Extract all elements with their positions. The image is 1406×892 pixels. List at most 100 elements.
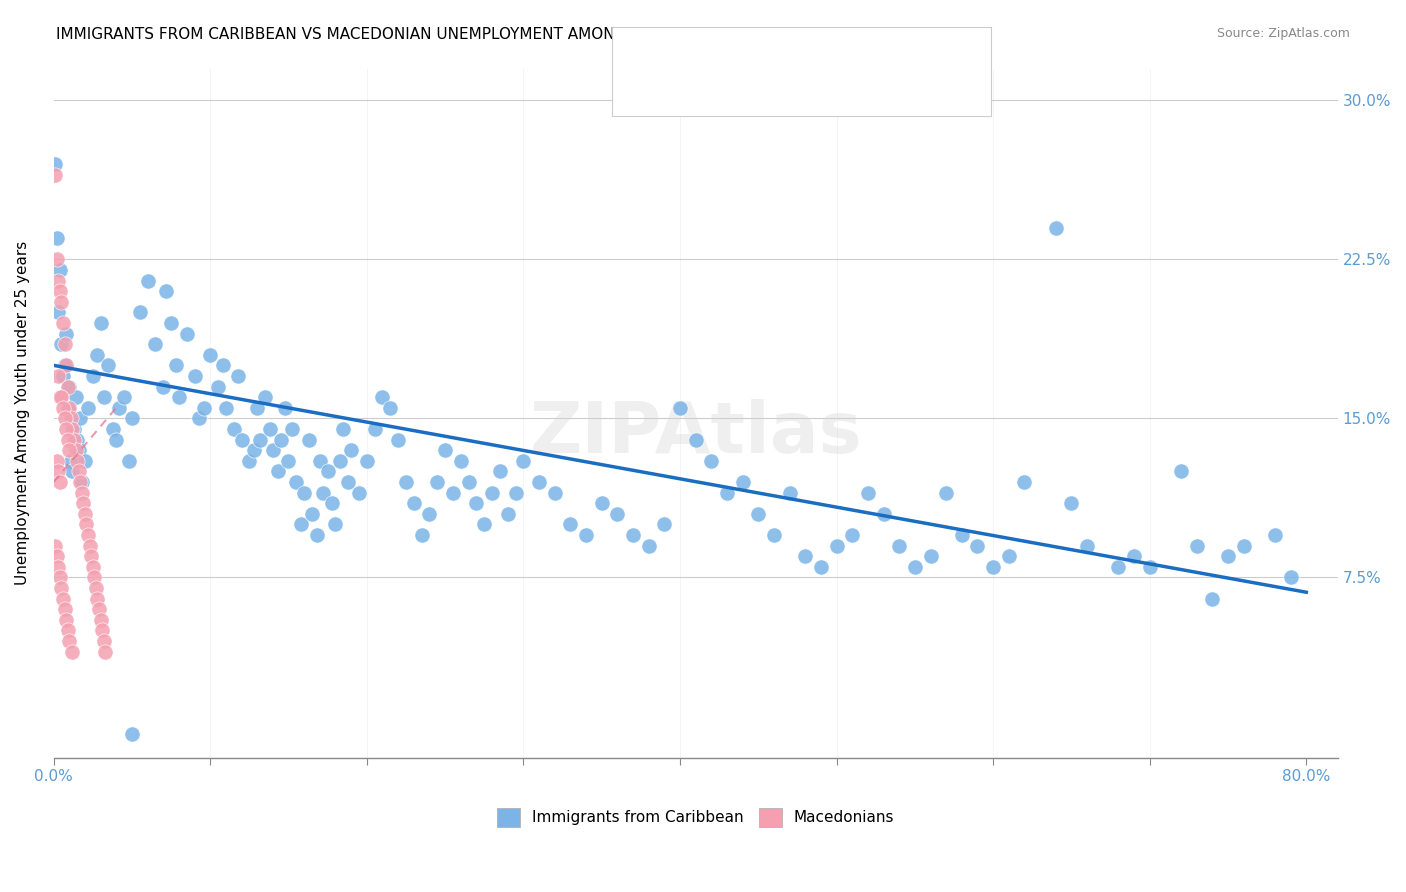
Point — [1076, 539, 1098, 553]
Point — [66, 433, 89, 447]
Point — [118, 454, 141, 468]
Point — [981, 559, 1004, 574]
Point — [44, 168, 66, 182]
Point — [231, 433, 253, 447]
Point — [935, 485, 957, 500]
Point — [45, 252, 67, 267]
Point — [249, 433, 271, 447]
Point — [128, 305, 150, 319]
Point — [920, 549, 942, 564]
Point — [52, 368, 75, 383]
Point — [58, 634, 80, 648]
Point — [560, 517, 582, 532]
Point — [325, 517, 347, 532]
Point — [207, 379, 229, 393]
Point — [46, 464, 69, 478]
Point — [280, 422, 302, 436]
Text: Source: ZipAtlas.com: Source: ZipAtlas.com — [1216, 27, 1350, 40]
Point — [200, 348, 222, 362]
Text: N =: N = — [794, 81, 831, 99]
Point — [53, 602, 76, 616]
Point — [79, 539, 101, 553]
Point — [246, 401, 269, 415]
Point — [337, 475, 360, 489]
Point — [371, 390, 394, 404]
Point — [73, 454, 96, 468]
Point — [472, 517, 495, 532]
Point — [46, 305, 69, 319]
Point — [457, 475, 479, 489]
Point — [55, 326, 77, 341]
Point — [66, 454, 89, 468]
Point — [51, 337, 73, 351]
Text: -0.401: -0.401 — [724, 41, 778, 59]
Point — [188, 411, 211, 425]
Point — [49, 570, 72, 584]
Text: 0.134: 0.134 — [724, 81, 782, 99]
Point — [55, 359, 77, 373]
Point — [889, 539, 911, 553]
Point — [669, 401, 692, 415]
Point — [52, 591, 75, 606]
Point — [49, 390, 72, 404]
Point — [55, 613, 77, 627]
Point — [1107, 559, 1129, 574]
Point — [58, 379, 80, 393]
Point — [60, 644, 83, 658]
Point — [841, 528, 863, 542]
Point — [731, 475, 754, 489]
Point — [67, 443, 90, 458]
Text: ZIPAtlas: ZIPAtlas — [529, 400, 862, 468]
Point — [292, 485, 315, 500]
Point — [1264, 528, 1286, 542]
Point — [93, 634, 115, 648]
Point — [298, 433, 321, 447]
Point — [70, 485, 93, 500]
Point — [90, 316, 112, 330]
Point — [58, 443, 80, 458]
Legend: Immigrants from Caribbean, Macedonians: Immigrants from Caribbean, Macedonians — [491, 802, 901, 832]
Point — [308, 454, 330, 468]
Point — [1185, 539, 1208, 553]
Point — [496, 507, 519, 521]
Point — [176, 326, 198, 341]
Point — [60, 464, 83, 478]
Point — [46, 559, 69, 574]
Point — [82, 559, 104, 574]
Point — [59, 411, 82, 425]
Point — [575, 528, 598, 542]
Point — [82, 368, 104, 383]
Point — [67, 464, 90, 478]
Point — [810, 559, 832, 574]
Point — [46, 368, 69, 383]
Point — [58, 401, 80, 415]
Point — [402, 496, 425, 510]
Point — [53, 359, 76, 373]
Point — [305, 528, 328, 542]
Point — [856, 485, 879, 500]
Point — [950, 528, 973, 542]
Point — [152, 379, 174, 393]
Point — [83, 570, 105, 584]
Point — [211, 359, 233, 373]
Point — [56, 379, 79, 393]
Point — [165, 359, 187, 373]
Point — [108, 401, 131, 415]
Point — [321, 496, 343, 510]
Point — [1233, 539, 1256, 553]
Point — [1139, 559, 1161, 574]
Point — [716, 485, 738, 500]
Point — [904, 559, 927, 574]
Point — [86, 348, 108, 362]
Point — [1060, 496, 1083, 510]
Point — [112, 390, 135, 404]
Point — [44, 539, 66, 553]
Point — [59, 454, 82, 468]
Point — [69, 475, 91, 489]
Point — [426, 475, 449, 489]
Point — [387, 433, 409, 447]
Point — [434, 443, 457, 458]
Point — [91, 624, 114, 638]
Point — [450, 454, 472, 468]
Point — [262, 443, 284, 458]
